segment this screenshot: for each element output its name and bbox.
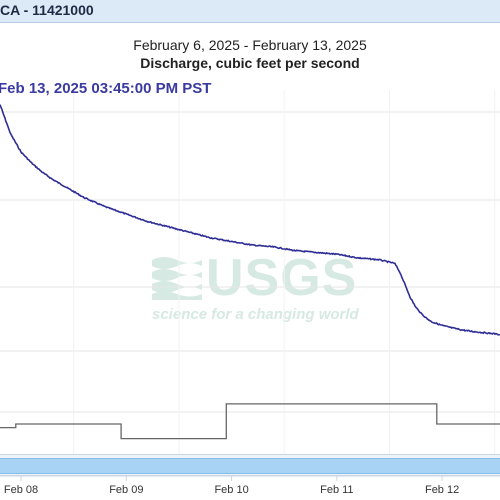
statistic-step-line — [0, 403, 500, 440]
chart-title: Discharge, cubic feet per second — [140, 55, 360, 71]
discharge-series-line — [0, 104, 500, 336]
x-tick-label-0: Feb 08 — [4, 484, 38, 496]
x-tick-label-3: Feb 11 — [320, 484, 353, 496]
grid-lines — [0, 90, 500, 455]
chart-subtitle: February 6, 2025 - February 13, 2025 — [133, 37, 367, 53]
usgs-logo-text: USGS — [206, 249, 358, 307]
tooltip-timestamp: Feb 13, 2025 03:45:00 PM PST — [0, 80, 212, 97]
header-bar: CA - 11421000 — [0, 0, 500, 23]
site-title: CA - 11421000 — [0, 2, 94, 18]
x-tick-label-2: Feb 10 — [214, 484, 248, 496]
usgs-tagline: science for a changing world — [152, 306, 359, 323]
usgs-watermark: USGS science for a changing world — [150, 248, 359, 328]
x-tick-label-1: Feb 09 — [109, 484, 143, 496]
x-tick-label-4: Feb 12 — [425, 484, 459, 496]
series-layer — [0, 104, 500, 440]
navigator-thumb[interactable] — [0, 458, 500, 474]
x-axis: Feb 08 Feb 09 Feb 10 Feb 11 Feb 12 — [0, 475, 500, 496]
